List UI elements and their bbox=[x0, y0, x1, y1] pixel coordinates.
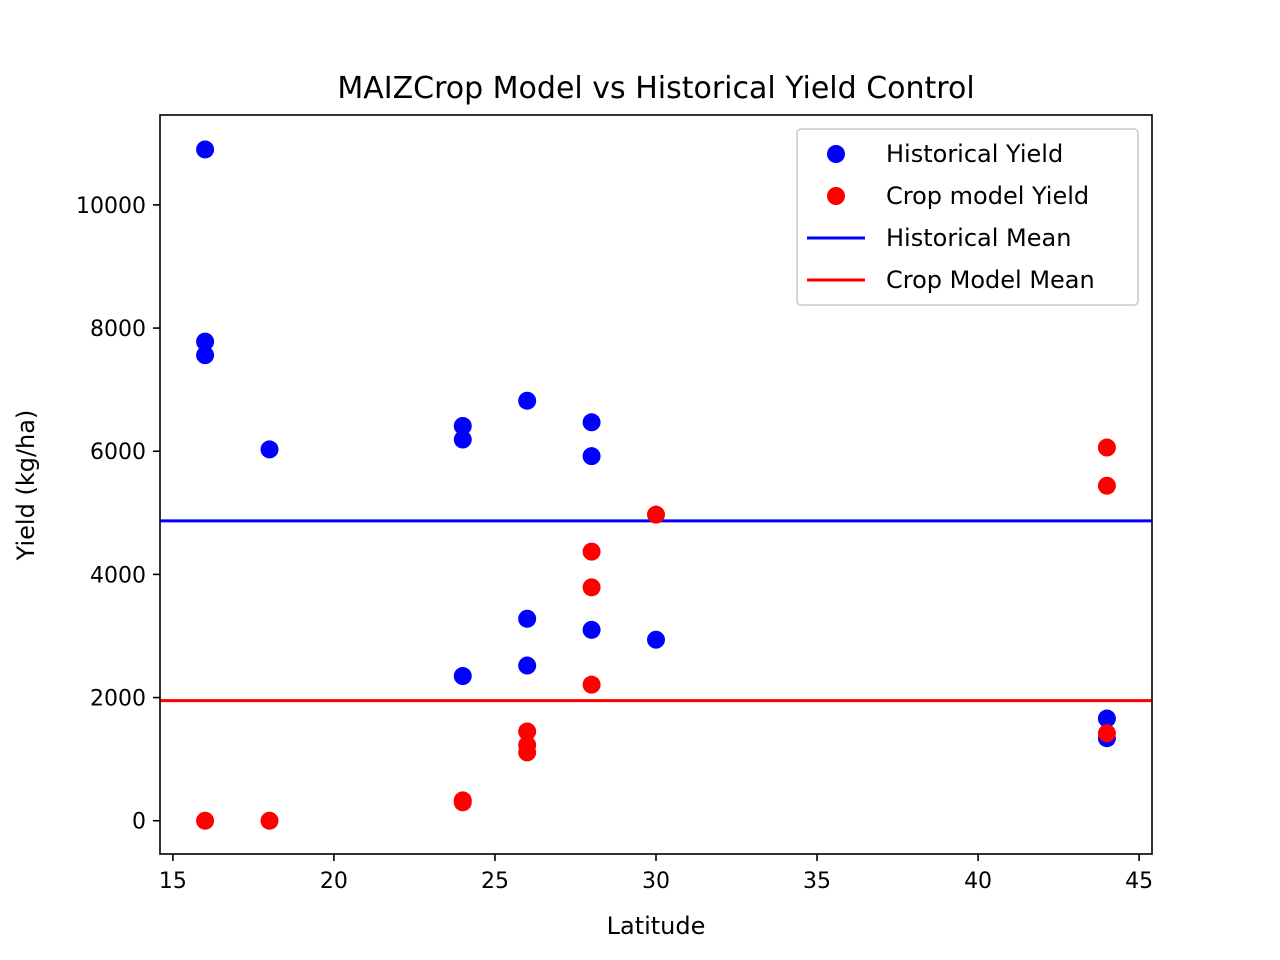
legend-label: Historical Yield bbox=[886, 140, 1063, 168]
crop-model-yield-point bbox=[582, 542, 601, 561]
historical-yield-point bbox=[518, 391, 537, 410]
historical-yield-point bbox=[518, 609, 537, 628]
historical-yield-point bbox=[582, 413, 601, 432]
crop-model-yield-point bbox=[647, 505, 665, 524]
legend-item-historical-mean: Historical Mean bbox=[807, 224, 1071, 252]
legend-marker bbox=[827, 187, 845, 205]
crop-model-yield-point bbox=[1097, 724, 1116, 743]
crop-model-yield-series bbox=[196, 438, 1116, 830]
x-axis-label: Latitude bbox=[607, 912, 706, 940]
legend-marker bbox=[827, 145, 845, 163]
crop-model-yield-point bbox=[582, 675, 601, 694]
legend: Historical Yield Crop model Yield Historic… bbox=[796, 128, 1139, 306]
crop-model-yield-point bbox=[1097, 438, 1116, 457]
historical-yield-point bbox=[647, 630, 665, 649]
crop-model-yield-point bbox=[582, 578, 601, 597]
y-axis-label: Yield (kg/ha) bbox=[12, 410, 40, 562]
legend-item-crop-model-yield: Crop model Yield bbox=[827, 182, 1089, 210]
legend-item-crop-model-mean: Crop Model Mean bbox=[807, 266, 1095, 294]
legend-item-historical-yield: Historical Yield bbox=[827, 140, 1063, 168]
y-tick-label: 4000 bbox=[90, 563, 146, 588]
legend-label: Historical Mean bbox=[886, 224, 1071, 252]
crop-model-yield-point bbox=[196, 811, 215, 830]
x-tick-label: 20 bbox=[320, 869, 348, 894]
x-axis: 15 20 25 30 35 40 45 bbox=[159, 854, 1153, 894]
x-tick-label: 35 bbox=[803, 869, 831, 894]
y-tick-label: 8000 bbox=[90, 317, 146, 342]
y-tick-label: 10000 bbox=[76, 194, 146, 219]
historical-yield-point bbox=[518, 656, 537, 675]
legend-label: Crop Model Mean bbox=[886, 266, 1095, 294]
x-tick-label: 15 bbox=[159, 869, 187, 894]
historical-yield-point bbox=[196, 346, 215, 365]
x-tick-label: 45 bbox=[1125, 869, 1153, 894]
x-tick-label: 30 bbox=[642, 869, 670, 894]
y-tick-label: 2000 bbox=[90, 687, 146, 712]
historical-yield-point bbox=[582, 447, 601, 466]
historical-yield-point bbox=[453, 667, 472, 686]
historical-yield-point bbox=[1097, 709, 1116, 728]
y-axis: 0 2000 4000 6000 8000 10000 bbox=[76, 194, 160, 835]
crop-model-yield-point bbox=[518, 722, 537, 741]
historical-yield-point bbox=[260, 440, 279, 459]
x-tick-label: 25 bbox=[481, 869, 509, 894]
historical-yield-point bbox=[453, 416, 472, 435]
legend-label: Crop model Yield bbox=[886, 182, 1089, 210]
historical-yield-point bbox=[196, 332, 215, 351]
crop-model-yield-point bbox=[518, 743, 537, 762]
historical-yield-series bbox=[196, 140, 1116, 748]
historical-yield-point bbox=[196, 140, 215, 159]
chart-title: MAIZCrop Model vs Historical Yield Contr… bbox=[337, 71, 974, 106]
crop-model-yield-point bbox=[260, 811, 279, 830]
historical-yield-point bbox=[582, 620, 601, 639]
crop-model-yield-point bbox=[453, 793, 472, 812]
x-tick-label: 40 bbox=[964, 869, 992, 894]
y-tick-label: 0 bbox=[132, 810, 146, 835]
historical-yield-point bbox=[453, 430, 472, 449]
crop-model-yield-point bbox=[1097, 476, 1116, 495]
y-tick-label: 6000 bbox=[90, 440, 146, 465]
plot-content bbox=[160, 140, 1152, 830]
legend-frame bbox=[796, 128, 1139, 306]
